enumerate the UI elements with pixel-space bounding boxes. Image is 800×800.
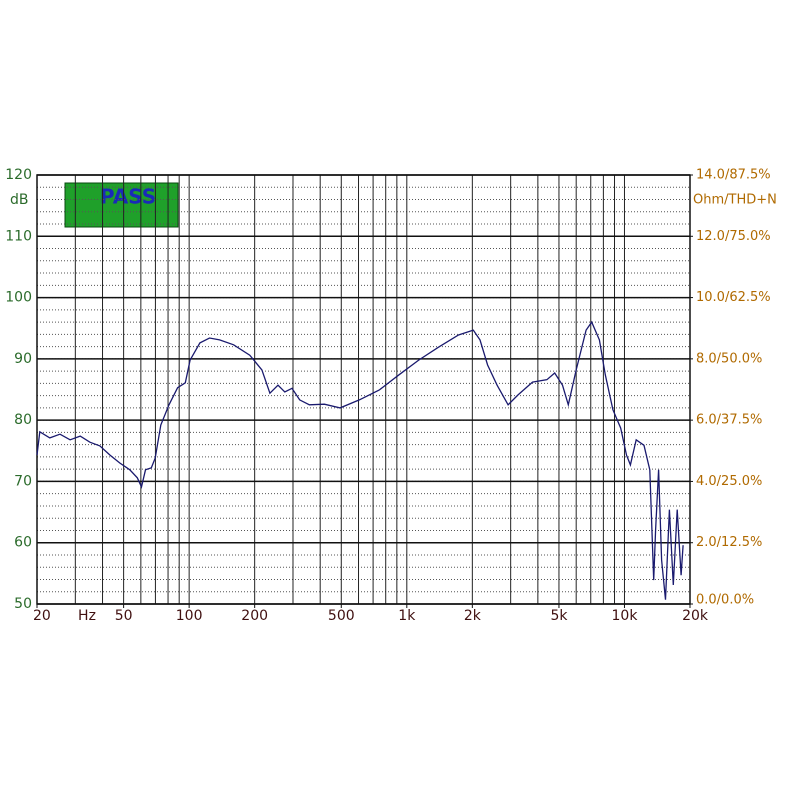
- y-label: dB: [10, 192, 29, 208]
- y2-label: Ohm/THD+N: [693, 193, 777, 208]
- y-tick-label: 120: [5, 167, 32, 183]
- x-tick-label: 100: [176, 608, 203, 624]
- y2-tick-label: 10.0/62.5%: [696, 290, 771, 305]
- x-tick-label: 500: [328, 608, 355, 624]
- x-tick-label: 5k: [550, 608, 568, 624]
- y2-tick-label: 12.0/75.0%: [696, 229, 771, 244]
- y-tick-label: 50: [14, 596, 32, 612]
- x-tick-label: 10k: [612, 608, 639, 624]
- y-tick-label: 80: [14, 412, 32, 428]
- x-tick-label: 1k: [398, 608, 416, 624]
- x-tick-label: 2k: [464, 608, 482, 624]
- y2-tick-label: 2.0/12.5%: [696, 535, 762, 550]
- pass-box: [64, 182, 179, 228]
- y-tick-label: 60: [14, 535, 32, 551]
- y2-tick-label: 4.0/25.0%: [696, 474, 762, 489]
- x-tick-label: 200: [241, 608, 268, 624]
- x-tick-label: 20k: [682, 608, 709, 624]
- annotation: PASS: [100, 185, 156, 209]
- y2-tick-label: 14.0/87.5%: [696, 168, 771, 183]
- y-tick-label: 100: [5, 290, 32, 306]
- x-tick-label: 50: [115, 608, 133, 624]
- response-line: [36, 320, 684, 600]
- y2-tick-label: 0.0/0.0%: [696, 593, 754, 608]
- y-tick-label: 70: [14, 473, 32, 489]
- x-label: Hz: [78, 608, 96, 624]
- y2-tick-label: 6.0/37.5%: [696, 413, 762, 428]
- plot-frame: [36, 174, 691, 605]
- y-tick-label: 90: [14, 351, 32, 367]
- y2-tick-label: 8.0/50.0%: [696, 351, 762, 366]
- y-tick-label: 110: [5, 228, 32, 244]
- x-tick-label: 20: [33, 608, 51, 624]
